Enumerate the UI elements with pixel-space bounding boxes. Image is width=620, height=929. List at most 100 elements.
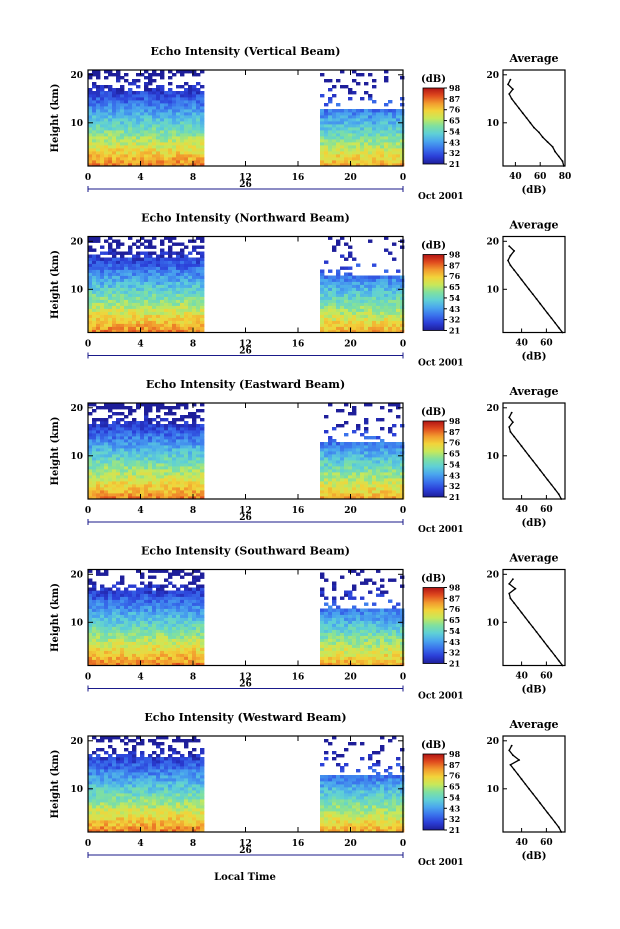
heatmap-cell (112, 481, 117, 485)
heatmap-cell (140, 647, 145, 651)
heatmap-cell (188, 454, 193, 458)
heatmap-cell (156, 293, 161, 297)
heatmap-cell (352, 79, 357, 83)
heatmap-cell (332, 248, 337, 252)
heatmap-cell (324, 314, 329, 318)
heatmap-cell (128, 97, 133, 101)
heatmap-cell (132, 314, 137, 318)
heatmap-cell (112, 439, 117, 443)
heatmap-cell (364, 436, 369, 440)
heatmap-cell (92, 439, 97, 443)
heatmap-cell (384, 311, 389, 315)
heatmap-cell (104, 154, 109, 158)
heatmap-cell (340, 320, 345, 324)
heatmap-cell (140, 118, 145, 122)
heatmap-cell (332, 457, 337, 461)
heatmap-cell (156, 644, 161, 648)
heatmap-cell (184, 103, 189, 107)
heatmap-cell (192, 133, 197, 137)
heatmap-cell (156, 263, 161, 267)
heatmap-cell (120, 656, 125, 660)
heatmap-cell (140, 278, 145, 282)
heatmap-cell (324, 644, 329, 648)
heatmap-cell (92, 136, 97, 140)
heatmap-cell (148, 109, 153, 113)
heatmap-cell (104, 302, 109, 306)
heatmap-cell (344, 481, 349, 485)
heatmap-cell (116, 490, 121, 494)
heatmap-cell (140, 242, 145, 246)
heatmap-cell (344, 124, 349, 128)
average-title: Average (508, 385, 558, 398)
heatmap-cell (168, 278, 173, 282)
heatmap-cell (128, 626, 133, 630)
heatmap-cell (96, 611, 101, 615)
heatmap-cell (196, 659, 201, 663)
heatmap-cell (168, 103, 173, 107)
heatmap-cell (172, 157, 177, 161)
heatmap-cell (104, 239, 109, 243)
heatmap-cell (140, 590, 145, 594)
heatmap-cell (136, 472, 141, 476)
heatmap-cell (396, 118, 401, 122)
heatmap-cell (100, 308, 105, 312)
heatmap-cell (364, 314, 369, 318)
heatmap-cell (140, 115, 145, 119)
heatmap-cell (108, 436, 113, 440)
colorbar-tick-label: 65 (449, 116, 460, 126)
heatmap-cell (152, 605, 157, 609)
heatmap-cell (128, 406, 133, 410)
heatmap-cell (328, 124, 333, 128)
heatmap-cell (156, 145, 161, 149)
heatmap-cell (140, 599, 145, 603)
heatmap-cell (368, 463, 373, 467)
heatmap-cell (112, 302, 117, 306)
heatmap-cell (148, 635, 153, 639)
heatmap-cell (96, 620, 101, 624)
heatmap-cell (168, 284, 173, 288)
heatmap-cell (332, 490, 337, 494)
heatmap-cell (160, 457, 165, 461)
heatmap-cell (180, 100, 185, 104)
heatmap-cell (112, 436, 117, 440)
heatmap-cell (388, 124, 393, 128)
heatmap-cell (144, 293, 149, 297)
heatmap-cell (136, 620, 141, 624)
heatmap-cell (356, 472, 361, 476)
heatmap-cell (376, 460, 381, 464)
heatmap-cell (116, 311, 121, 315)
heatmap-cell (152, 326, 157, 330)
heatmap-cell (188, 160, 193, 164)
heatmap-cell (132, 148, 137, 152)
heatmap-cell (176, 251, 181, 255)
heatmap-cell (120, 418, 125, 422)
heatmap-cell (360, 487, 365, 491)
heatmap-cell (184, 254, 189, 258)
heatmap-cell (160, 248, 165, 252)
heatmap-cell (152, 320, 157, 324)
heatmap-cell (196, 460, 201, 464)
heatmap-cell (132, 605, 137, 609)
heatmap-cell (376, 481, 381, 485)
heatmap-cell (384, 481, 389, 485)
heatmap-cell (400, 451, 405, 455)
heatmap-cell (348, 490, 353, 494)
heatmap-cell (132, 329, 137, 333)
heatmap-cell (104, 127, 109, 131)
heatmap-cell (160, 160, 165, 164)
heatmap-cell (184, 296, 189, 300)
heatmap-cell (156, 481, 161, 485)
heatmap-cell (144, 593, 149, 597)
heatmap-cell (200, 284, 205, 288)
heatmap-cell (332, 314, 337, 318)
heatmap-cell (144, 641, 149, 645)
heatmap-cell (172, 632, 177, 636)
heatmap-cell (336, 163, 341, 167)
heatmap-cell (124, 587, 129, 591)
heatmap-cell (200, 638, 205, 642)
heatmap-cell (92, 644, 97, 648)
heatmap-cell (396, 296, 401, 300)
heatmap-cell (96, 572, 101, 576)
heatmap-cell (132, 424, 137, 428)
heatmap-cell (328, 641, 333, 645)
